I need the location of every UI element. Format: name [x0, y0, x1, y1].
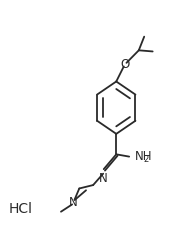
Text: 2: 2: [143, 155, 149, 164]
Text: HCl: HCl: [8, 202, 32, 216]
Text: N: N: [69, 196, 78, 209]
Text: NH: NH: [135, 150, 152, 163]
Text: N: N: [98, 172, 107, 185]
Text: O: O: [120, 58, 130, 71]
